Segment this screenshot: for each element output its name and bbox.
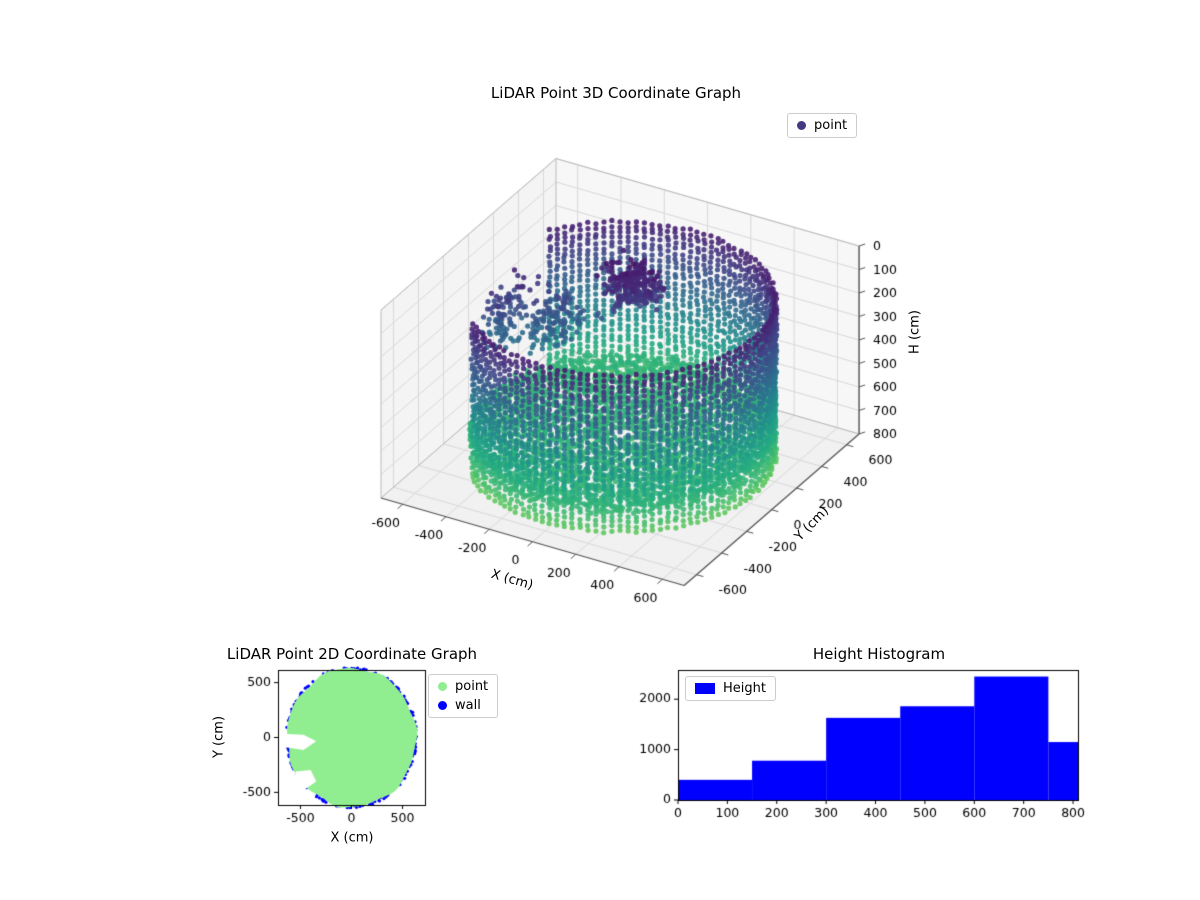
legend-3d: point [787,113,858,138]
legend-label: Height [723,681,766,696]
legend-item-wall-2d: wall [438,698,488,713]
legend-item-point-3d: point [797,118,847,133]
axis-label-3d-z: H (cm) [907,310,923,354]
legend-label: wall [455,698,481,713]
legend-item-point-2d: point [438,679,488,694]
legend-2d: point wall [428,674,499,718]
chart-title-3d: LiDAR Point 3D Coordinate Graph [490,84,742,102]
chart-title-2d: LiDAR Point 2D Coordinate Graph [226,645,478,663]
chart-title-histogram: Height Histogram [812,645,946,663]
legend-label: point [455,679,489,694]
scatter-wall-icon [438,701,447,710]
axis-label-2d-y: Y (cm) [211,715,227,759]
histogram-patch-icon [695,683,715,694]
axis-label-2d-x: X (cm) [330,830,374,846]
scatter-point-icon [438,682,447,691]
legend-histogram: Height [685,676,776,701]
legend-label: point [814,118,848,133]
legend-item-height: Height [695,681,766,696]
scatter-point-icon [797,121,806,130]
